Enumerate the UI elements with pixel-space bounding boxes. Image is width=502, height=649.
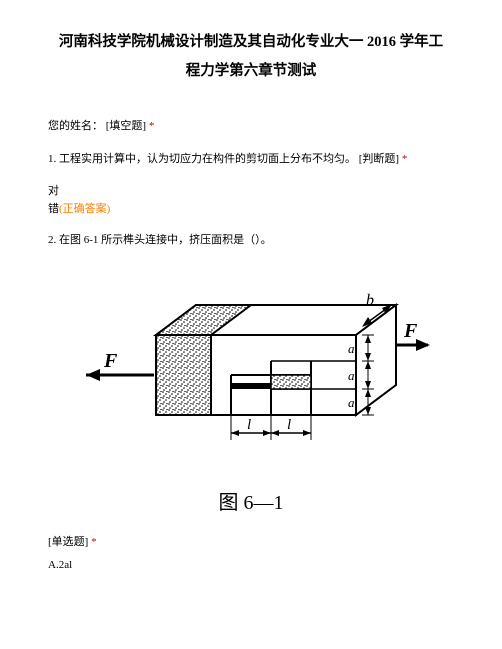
required-star: * bbox=[146, 120, 154, 132]
svg-text:a: a bbox=[348, 368, 355, 383]
title-line2: 程力学第六章节测试 bbox=[186, 63, 317, 79]
figure-6-1: F F b a a a l l bbox=[48, 265, 454, 480]
title-line1: 河南科技学院机械设计制造及其自动化专业大一 2016 学年工 bbox=[59, 34, 443, 50]
svg-text:a: a bbox=[348, 341, 355, 356]
choice-type-tag: [单选题] bbox=[48, 536, 88, 548]
svg-text:l: l bbox=[247, 417, 251, 433]
svg-text:F: F bbox=[403, 320, 418, 342]
figure-caption: 图 6—1 bbox=[48, 486, 454, 515]
q2-text: 2. 在图 6-1 所示榫头连接中，挤压面积是（）。 bbox=[48, 234, 272, 246]
svg-text:l: l bbox=[287, 417, 291, 433]
svg-text:F: F bbox=[103, 350, 118, 372]
name-prompt: 您的姓名： [填空题] bbox=[48, 120, 146, 132]
q1-option-true: 对 bbox=[48, 183, 454, 201]
option-a: A.2al bbox=[48, 559, 454, 571]
q1-option-false: 错 bbox=[48, 203, 59, 215]
svg-text:b: b bbox=[366, 292, 374, 309]
required-star: * bbox=[88, 536, 96, 548]
svg-text:a: a bbox=[348, 395, 355, 410]
required-star: * bbox=[399, 153, 407, 165]
q1-answer-tag: (正确答案) bbox=[59, 203, 110, 215]
q1-text: 1. 工程实用计算中，认为切应力在构件的剪切面上分布不均匀。 [判断题] bbox=[48, 153, 399, 165]
